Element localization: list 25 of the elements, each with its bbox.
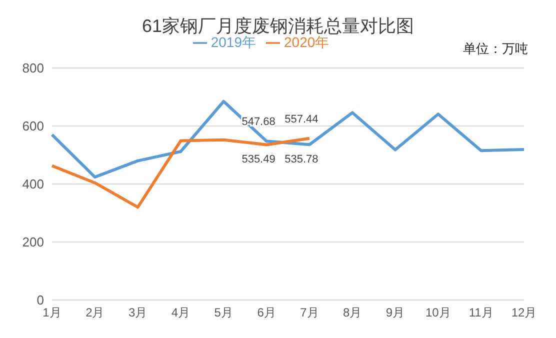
x-tick-label: 4月 [171,306,190,320]
x-tick-label: 1月 [42,306,62,320]
legend-label: 2019年 [210,34,256,50]
x-tick-label: 11月 [468,306,494,320]
data-label: 557.44 [284,113,318,126]
chart-title: 61家钢厂月度废钢消耗总量对比图 [140,15,416,36]
x-tick-label: 3月 [128,306,148,320]
x-tick-label: 12月 [511,306,537,320]
x-tick-label: 7月 [300,306,319,320]
x-tick-label: 8月 [343,306,362,320]
x-tick-label: 2月 [86,306,104,320]
x-tick-label: 5月 [214,306,233,320]
legend-label: 2020年 [284,34,330,50]
y-tick-label: 400 [22,176,44,192]
x-tick-label: 6月 [257,306,276,320]
x-tick-label: 10月 [426,306,451,320]
y-tick-label: 600 [22,118,44,134]
y-tick-label: 0 [36,292,44,308]
data-label: 535.49 [242,154,276,166]
data-label: 535.78 [284,154,318,166]
y-tick-label: 200 [22,234,44,250]
line-series [50,100,526,179]
x-tick-label: 9月 [386,306,405,320]
text: 单位：万吨 [463,40,528,58]
y-tick-label: 800 [22,60,44,76]
